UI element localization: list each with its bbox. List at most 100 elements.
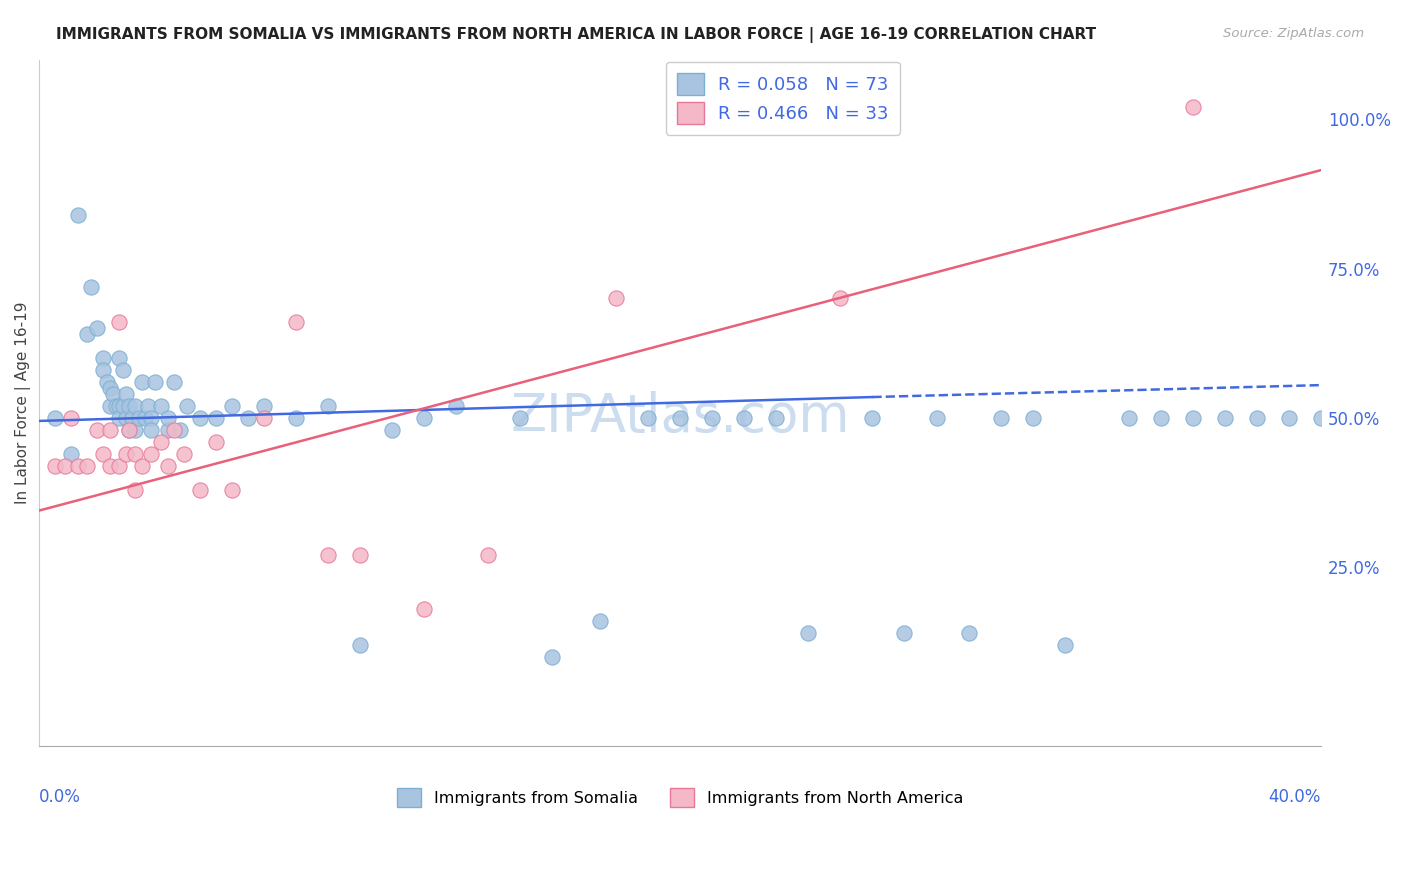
Point: [96, 375, 118, 389]
Point: [1150, 411, 1173, 425]
Point: [66, 458, 89, 473]
Point: [1118, 411, 1140, 425]
Point: [124, 423, 146, 437]
Point: [163, 375, 186, 389]
Point: [830, 292, 852, 306]
Legend: R = 0.058   N = 73, R = 0.466   N = 33: R = 0.058 N = 73, R = 0.466 N = 33: [666, 62, 900, 135]
Point: [141, 411, 163, 425]
Point: [131, 375, 153, 389]
Point: [733, 411, 755, 425]
Point: [124, 483, 146, 497]
Point: [98, 399, 121, 413]
Point: [108, 351, 131, 366]
Point: [381, 423, 404, 437]
Point: [1310, 411, 1333, 425]
Point: [93, 363, 115, 377]
Point: [316, 399, 339, 413]
Point: [76, 327, 98, 342]
Point: [188, 411, 211, 425]
Point: [143, 375, 166, 389]
Point: [1053, 638, 1076, 652]
Point: [669, 411, 692, 425]
Point: [1181, 100, 1204, 114]
Point: [105, 399, 128, 413]
Point: [990, 411, 1012, 425]
Point: [412, 602, 434, 616]
Point: [797, 626, 820, 640]
Point: [128, 411, 150, 425]
Point: [76, 458, 98, 473]
Point: [253, 411, 276, 425]
Point: [86, 423, 108, 437]
Point: [173, 447, 195, 461]
Point: [44, 458, 66, 473]
Point: [176, 399, 198, 413]
Point: [156, 411, 179, 425]
Point: [53, 458, 76, 473]
Point: [108, 458, 131, 473]
Point: [221, 399, 243, 413]
Point: [477, 549, 499, 563]
Point: [349, 549, 371, 563]
Point: [134, 411, 156, 425]
Point: [957, 626, 980, 640]
Point: [412, 411, 434, 425]
Point: [156, 423, 179, 437]
Point: [605, 292, 627, 306]
Point: [284, 315, 307, 329]
Point: [188, 483, 211, 497]
Point: [1181, 411, 1204, 425]
Point: [118, 399, 141, 413]
Point: [108, 411, 131, 425]
Point: [141, 423, 163, 437]
Point: [93, 447, 115, 461]
Point: [115, 411, 138, 425]
Point: [702, 411, 724, 425]
Point: [169, 423, 191, 437]
Text: 40.0%: 40.0%: [1268, 788, 1322, 805]
Point: [98, 381, 121, 395]
Point: [221, 483, 243, 497]
Point: [509, 411, 531, 425]
Point: [1246, 411, 1268, 425]
Point: [118, 423, 141, 437]
Point: [925, 411, 948, 425]
Point: [121, 411, 143, 425]
Point: [60, 447, 83, 461]
Point: [444, 399, 467, 413]
Point: [1021, 411, 1043, 425]
Point: [131, 458, 153, 473]
Text: IMMIGRANTS FROM SOMALIA VS IMMIGRANTS FROM NORTH AMERICA IN LABOR FORCE | AGE 16: IMMIGRANTS FROM SOMALIA VS IMMIGRANTS FR…: [56, 27, 1097, 43]
Point: [204, 434, 226, 449]
Point: [637, 411, 659, 425]
Point: [150, 434, 173, 449]
Point: [98, 458, 121, 473]
Point: [98, 423, 121, 437]
Point: [124, 447, 146, 461]
Point: [284, 411, 307, 425]
Point: [111, 399, 134, 413]
Point: [136, 399, 159, 413]
Point: [1278, 411, 1301, 425]
Point: [156, 458, 179, 473]
Point: [204, 411, 226, 425]
Point: [44, 411, 66, 425]
Point: [118, 423, 141, 437]
Point: [893, 626, 915, 640]
Point: [541, 649, 564, 664]
Text: Source: ZipAtlas.com: Source: ZipAtlas.com: [1223, 27, 1364, 40]
Point: [349, 638, 371, 652]
Point: [60, 411, 83, 425]
Y-axis label: In Labor Force | Age 16-19: In Labor Force | Age 16-19: [15, 301, 31, 504]
Point: [124, 399, 146, 413]
Point: [108, 399, 131, 413]
Point: [862, 411, 884, 425]
Point: [93, 351, 115, 366]
Text: ZIPAtlas.com: ZIPAtlas.com: [510, 391, 851, 442]
Point: [115, 447, 138, 461]
Point: [236, 411, 259, 425]
Point: [86, 321, 108, 335]
Point: [163, 423, 186, 437]
Point: [66, 208, 89, 222]
Point: [108, 315, 131, 329]
